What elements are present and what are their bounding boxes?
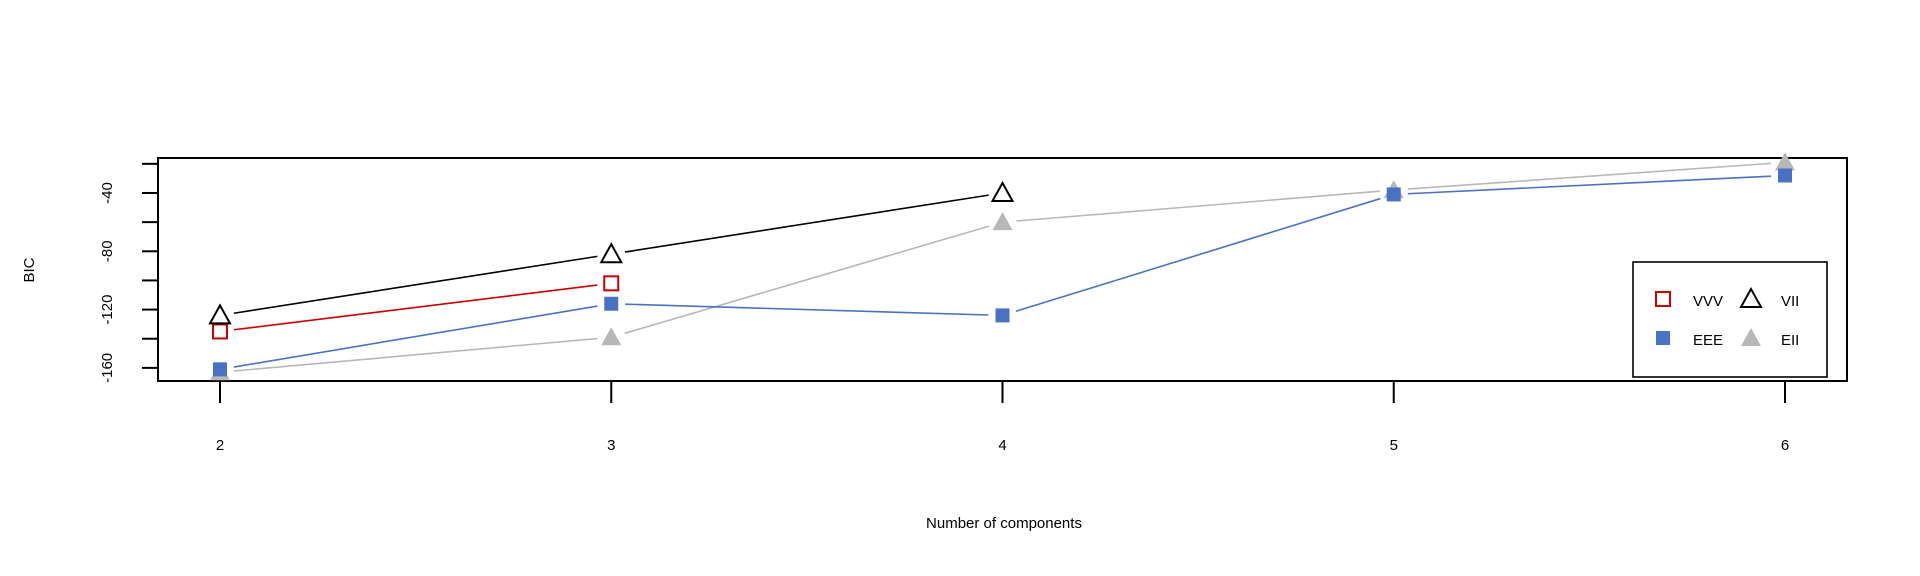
legend-marker-vii: [1739, 286, 1763, 308]
point-vvv: [603, 275, 620, 292]
legend-marker-vvv: [1655, 291, 1671, 307]
point-vii: [599, 242, 623, 264]
x-tick-label: 5: [1390, 437, 1398, 454]
series-line-vii: [233, 255, 598, 315]
legend-label-vii: VII: [1781, 293, 1799, 310]
legend-marker-eee: [1656, 331, 1670, 345]
y-tick-label: -80: [99, 240, 116, 262]
point-eee: [1778, 168, 1792, 183]
point-eii: [601, 327, 622, 346]
series-line-eee: [233, 305, 598, 368]
series-line-vii: [624, 194, 989, 253]
point-eee: [1386, 187, 1401, 202]
y-tick-label: -120: [99, 295, 116, 325]
x-tick-label: 2: [216, 437, 224, 454]
series-line-eii: [1407, 162, 1772, 190]
series-line-eii: [624, 225, 990, 335]
point-eee: [213, 362, 227, 377]
x-tick-label: 6: [1781, 437, 1789, 454]
series-line-eii: [233, 337, 598, 372]
series-line-eee: [625, 303, 989, 316]
legend-label-eii: EII: [1781, 332, 1799, 349]
legend-box: [1632, 261, 1828, 378]
point-eee: [604, 296, 619, 311]
legend-label-eee: EEE: [1693, 332, 1723, 349]
series-line-eee: [1407, 175, 1772, 195]
y-tick-label: -40: [99, 182, 116, 204]
x-tick-label: 4: [998, 437, 1006, 454]
y-tick-label: -160: [99, 353, 116, 383]
point-vvv: [212, 323, 228, 340]
point-vii: [208, 303, 232, 325]
legend-label-vvv: VVV: [1693, 293, 1723, 310]
series-line-eii: [1016, 190, 1380, 222]
x-tick-label: 3: [607, 437, 615, 454]
x-axis-label: Number of components: [926, 515, 1082, 532]
point-eii: [1775, 152, 1795, 171]
point-vii: [990, 180, 1015, 202]
y-axis-label: BIC: [21, 257, 38, 282]
series-line-vvv: [233, 284, 598, 331]
point-eee: [995, 308, 1010, 323]
series-line-eee: [1015, 197, 1381, 313]
point-eii: [992, 212, 1013, 231]
legend-marker-eii: [1741, 328, 1761, 346]
